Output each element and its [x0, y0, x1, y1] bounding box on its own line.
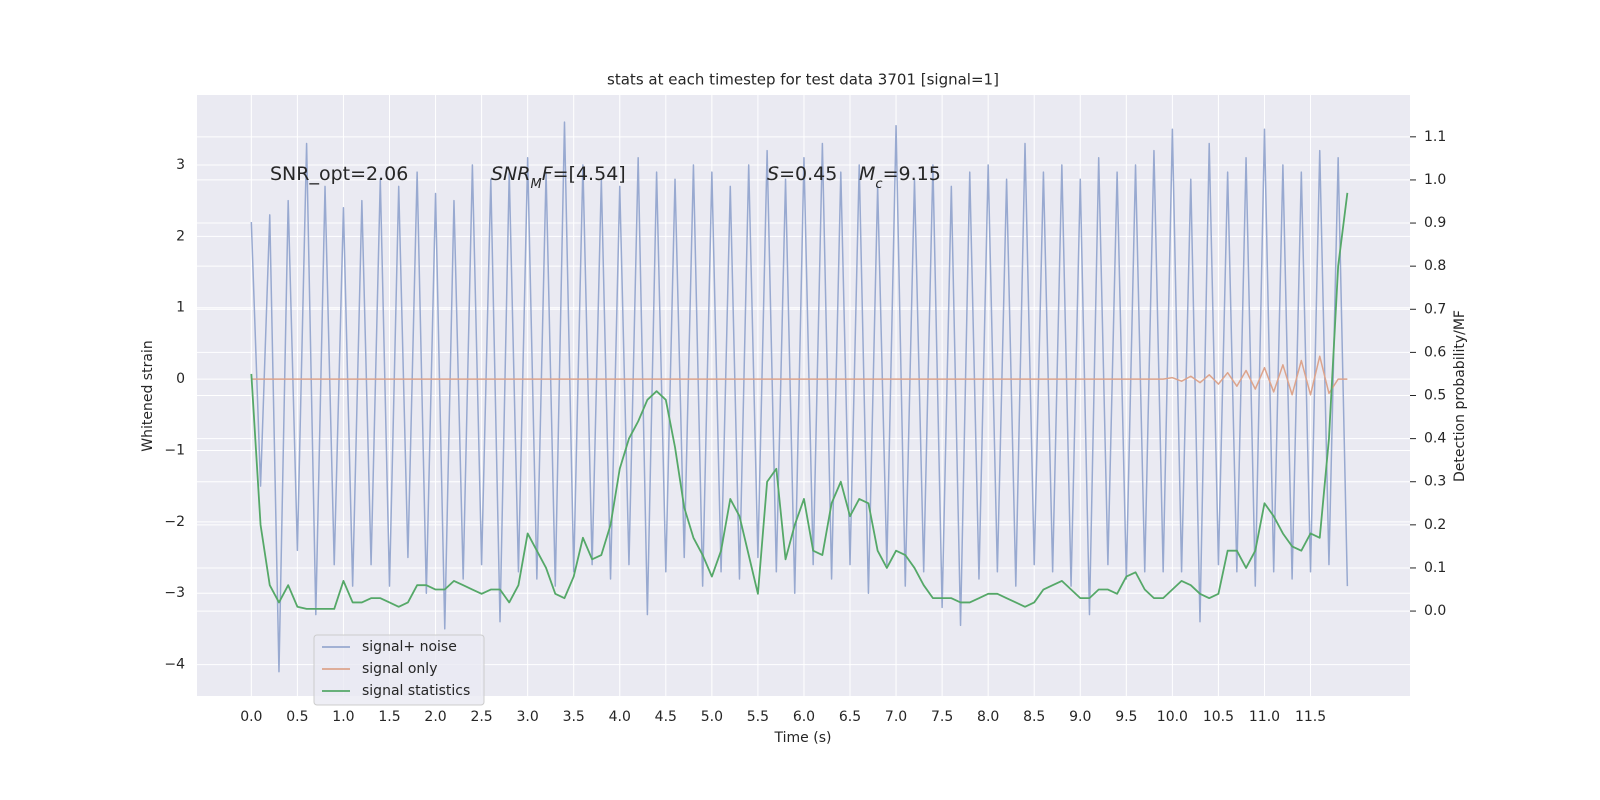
- annotation-part: =0.45: [779, 163, 837, 185]
- y2-tick-label: 0.3: [1424, 474, 1446, 490]
- y-tick-label: 1: [176, 300, 185, 316]
- x-tick-label: 2.5: [470, 709, 492, 725]
- x-tick-label: 4.0: [609, 709, 631, 725]
- annotation-part: =[4.54]: [553, 163, 626, 185]
- annotation-part: M: [859, 163, 875, 185]
- y-tick-label: 0: [176, 371, 185, 387]
- series-line: [250, 192, 1349, 610]
- x-tick-label: 7.0: [885, 709, 907, 725]
- y-axis-label: Whitened strain: [140, 340, 156, 451]
- y2-tick-label: 0.4: [1424, 431, 1446, 447]
- x-tick-label: 8.0: [977, 709, 999, 725]
- y2-tick-label: 0.5: [1424, 388, 1446, 404]
- y2-tick-label: 0.1: [1424, 560, 1446, 576]
- y2-axis-label: Detection probability/MF: [1452, 310, 1468, 482]
- x-tick-label: 6.5: [839, 709, 861, 725]
- y2-tick-label: 1.0: [1424, 172, 1446, 188]
- x-tick-label: 2.0: [424, 709, 446, 725]
- legend-box: [313, 634, 485, 706]
- legend-label: signal only: [362, 661, 437, 677]
- x-tick-label: 0.5: [286, 709, 308, 725]
- annotation-part: =9.15: [883, 163, 941, 185]
- annotation-part: F: [542, 163, 554, 185]
- y2-tick-label: 1.1: [1424, 129, 1446, 145]
- y2-tick-label: 0.6: [1424, 344, 1446, 360]
- labels: 0.0 0.5 1.0 1.5 2.0 2.5 3.0 3.5 4.0 4.5 5.0 5.5 6.0 6…: [164, 129, 1446, 725]
- y2-tick-label: 0.0: [1424, 603, 1446, 619]
- x-tick-label: 11.5: [1295, 709, 1326, 725]
- x-axis-label: Time (s): [774, 730, 832, 746]
- x-tick-label: 11.0: [1249, 709, 1280, 725]
- y-tick-label: −4: [164, 657, 185, 673]
- legend-label: signal statistics: [362, 683, 470, 699]
- x-tick-label: 10.5: [1203, 709, 1234, 725]
- annotation-part: c: [875, 177, 882, 192]
- x-tick-label: 6.0: [793, 709, 815, 725]
- annotation-part: SNR: [491, 163, 530, 185]
- annotation-part: M: [530, 177, 541, 192]
- annotation-part: SNR_opt=2.06: [270, 163, 408, 185]
- series-line: [250, 121, 1349, 673]
- x-tick-label: 10.0: [1157, 709, 1188, 725]
- x-tick-label: 3.0: [517, 709, 539, 725]
- y2-tick-label: 0.8: [1424, 258, 1446, 274]
- y2-tick-label: 0.2: [1424, 517, 1446, 533]
- x-tick-label: 8.5: [1023, 709, 1045, 725]
- annotation-part: S: [767, 163, 779, 185]
- x-tick-label: 1.0: [332, 709, 354, 725]
- y-tick-label: 3: [176, 157, 185, 173]
- chart-title: stats at each timestep for test data 370…: [607, 71, 999, 89]
- y-tick-label: −1: [164, 442, 185, 458]
- annotation: SNRMF=[4.54]: [491, 163, 626, 192]
- x-tick-label: 9.5: [1115, 709, 1137, 725]
- x-tick-label: 4.5: [655, 709, 677, 725]
- y-tick-label: 2: [176, 228, 185, 244]
- x-tick-label: 3.5: [563, 709, 585, 725]
- plot-marks: [250, 121, 1349, 673]
- legend-label: signal+ noise: [362, 639, 457, 655]
- x-tick-label: 5.5: [747, 709, 769, 725]
- y2-tick-label: 0.7: [1424, 301, 1446, 317]
- y-tick-label: −2: [164, 514, 185, 530]
- series-line: [251, 355, 1348, 396]
- x-tick-label: 5.0: [701, 709, 723, 725]
- y-tick-label: −3: [164, 585, 185, 601]
- x-tick-label: 1.5: [378, 709, 400, 725]
- annotation: SNR_opt=2.06: [270, 163, 408, 185]
- y2-tick-label: 0.9: [1424, 215, 1446, 231]
- x-tick-label: 7.5: [931, 709, 953, 725]
- x-tick-label: 0.0: [240, 709, 262, 725]
- x-tick-label: 9.0: [1069, 709, 1091, 725]
- annotation: S=0.45: [767, 163, 837, 185]
- annotation: Mc=9.15: [859, 163, 941, 192]
